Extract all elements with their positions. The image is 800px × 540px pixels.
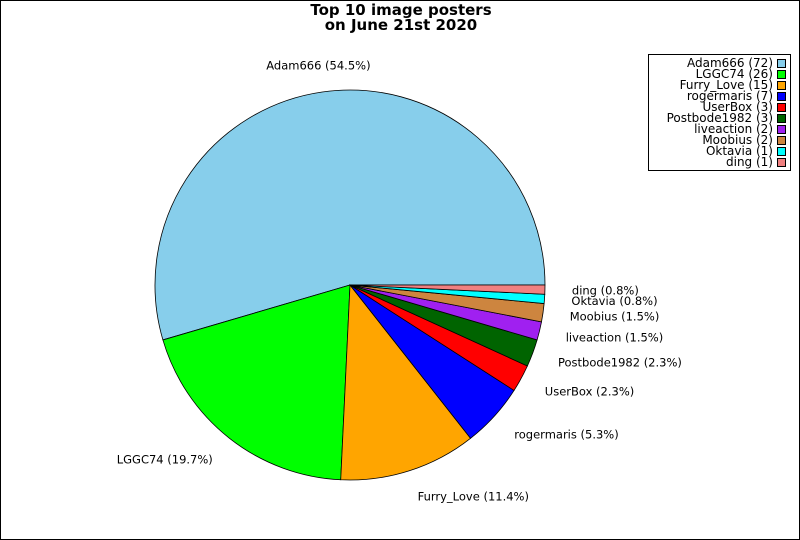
slice-label-ding: ding (0.8%) bbox=[572, 283, 639, 297]
legend-swatch bbox=[777, 147, 786, 156]
legend-swatch bbox=[777, 125, 786, 134]
slice-label-userbox: UserBox (2.3%) bbox=[545, 384, 634, 398]
legend-swatch bbox=[777, 103, 786, 112]
slice-label-adam666: Adam666 (54.5%) bbox=[266, 58, 370, 72]
chart-legend: Adam666 (72) LGGC74 (26) Furry_Love (15) ro… bbox=[648, 54, 791, 171]
slice-label-rogermaris: rogermaris (5.3%) bbox=[514, 427, 618, 441]
legend-swatch bbox=[777, 59, 786, 68]
legend-swatch bbox=[777, 114, 786, 123]
legend-swatch bbox=[777, 92, 786, 101]
legend-swatch bbox=[777, 158, 786, 167]
legend-swatch bbox=[777, 136, 786, 145]
legend-swatch bbox=[777, 81, 786, 90]
slice-label-lggc74: LGGC74 (19.7%) bbox=[117, 453, 213, 467]
slice-label-furry-love: Furry_Love (11.4%) bbox=[418, 490, 529, 504]
slice-label-postbode1982: Postbode1982 (2.3%) bbox=[558, 356, 682, 370]
legend-label: ding (1) bbox=[726, 157, 773, 168]
legend-item-ding: ding (1) bbox=[726, 157, 786, 168]
legend-swatch bbox=[777, 70, 786, 79]
slice-label-liveaction: liveaction (1.5%) bbox=[566, 330, 664, 344]
slice-label-moobius: Moobius (1.5%) bbox=[570, 310, 660, 324]
